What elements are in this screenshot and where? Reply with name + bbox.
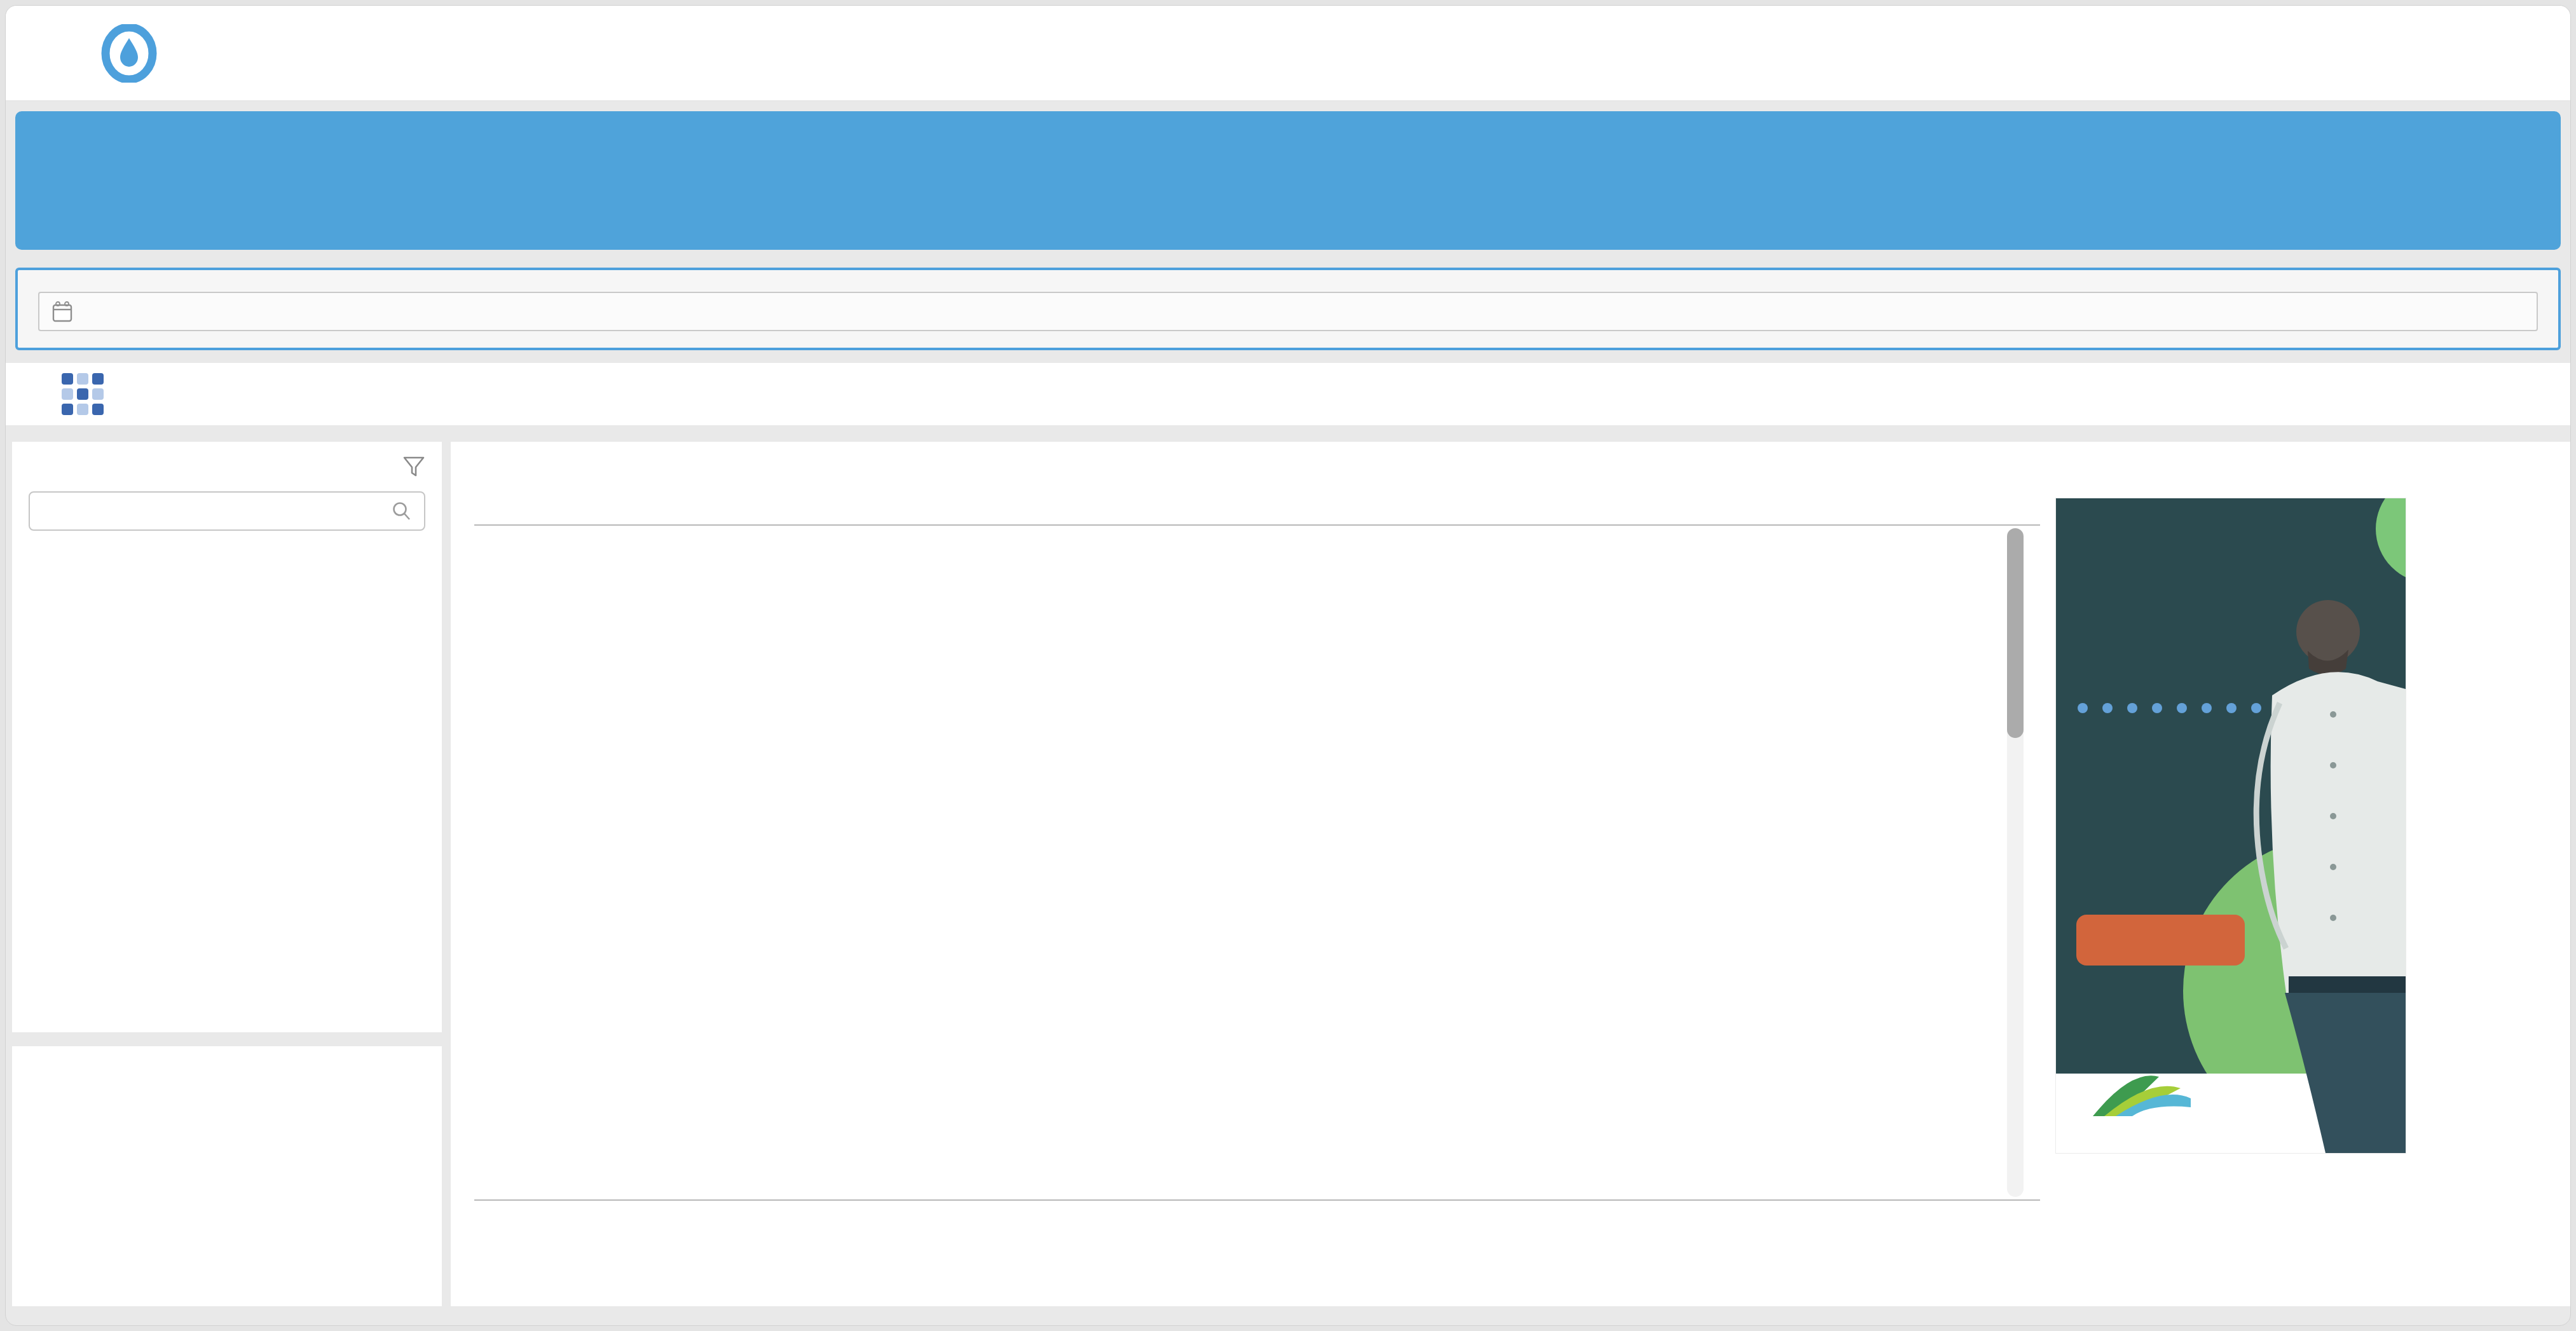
dashboard-banner <box>15 111 2561 250</box>
grid-icon <box>62 373 104 415</box>
table-scroll-area <box>474 524 2040 1201</box>
campaigns-search[interactable] <box>29 491 425 531</box>
rain-drop-icon <box>100 24 158 83</box>
table-header-row <box>474 468 2040 502</box>
campaigns-search-input[interactable] <box>41 500 383 522</box>
about-report-panel <box>12 1046 442 1306</box>
dashboard-window <box>5 5 2571 1326</box>
date-filter-card <box>15 268 2561 350</box>
section-header <box>6 363 2570 425</box>
calendar-icon <box>52 301 72 322</box>
table-scrollbar-track[interactable] <box>2007 528 2024 1197</box>
campaigns-panel <box>12 442 442 1032</box>
ad-preview-zone <box>2056 442 2501 1306</box>
table-scrollbar-thumb[interactable] <box>2007 528 2024 738</box>
creative-performance-panel <box>451 442 2570 1306</box>
table-total-row <box>474 1205 2040 1241</box>
rain-logo <box>100 24 175 83</box>
app-header <box>6 6 2570 101</box>
date-range-input[interactable] <box>38 292 2538 331</box>
magnifier-icon <box>390 500 413 522</box>
ad-preview-image <box>2056 498 2406 1153</box>
funnel-filter-icon[interactable] <box>402 456 425 479</box>
